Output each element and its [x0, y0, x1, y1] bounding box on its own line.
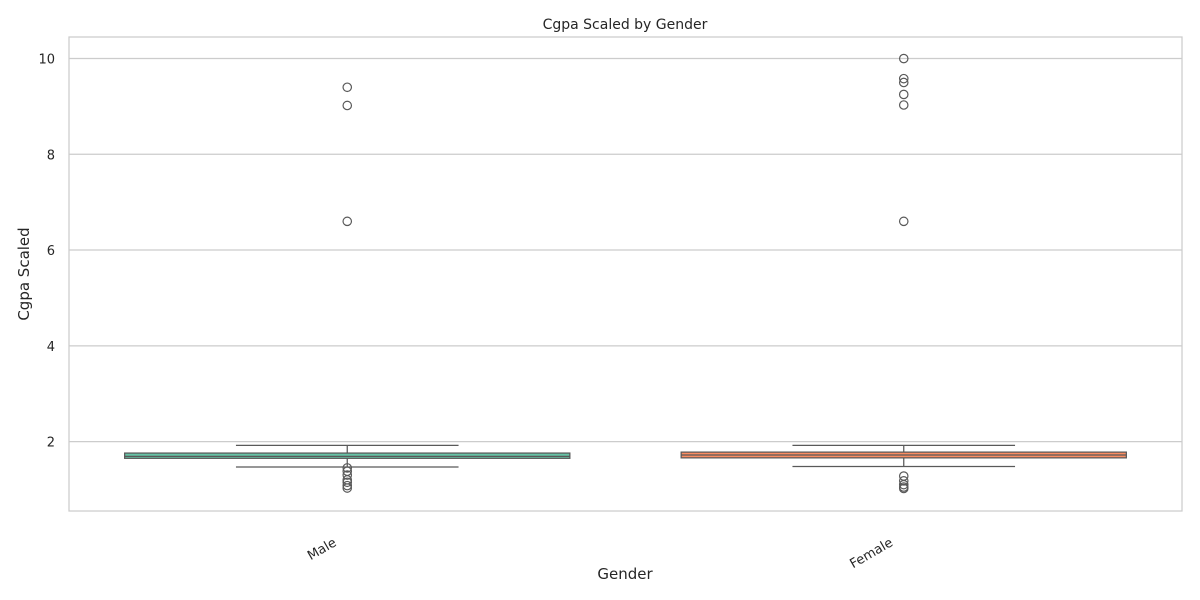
outlier-point: [898, 479, 909, 490]
outlier-point: [342, 216, 353, 227]
outlier-point: [898, 77, 909, 88]
x-axis-label: Gender: [597, 565, 653, 583]
outlier-point: [898, 483, 909, 494]
box-marks: [124, 53, 1127, 494]
outlier-point: [898, 89, 909, 100]
x-tick-label: Female: [848, 535, 896, 571]
outlier-point: [342, 477, 353, 488]
y-tick-label: 10: [38, 53, 55, 68]
outlier-point: [342, 483, 353, 493]
outlier-point: [342, 463, 353, 473]
y-tick-label: 8: [47, 148, 55, 163]
gridlines: [69, 57, 1182, 443]
outlier-point: [898, 476, 909, 486]
outlier-point: [342, 100, 353, 111]
outlier-point: [898, 73, 909, 84]
outlier-point: [342, 82, 353, 93]
y-tick-label: 6: [47, 244, 55, 259]
outlier-point: [898, 53, 909, 64]
box-male: [124, 452, 571, 459]
y-axis-label: Cgpa Scaled: [15, 227, 33, 320]
y-tick-labels: 2 4 6 8 10: [38, 53, 55, 451]
x-tick-label: Male: [305, 535, 339, 563]
chart-title: Cgpa Scaled by Gender: [543, 17, 708, 33]
outlier-point: [342, 470, 353, 480]
outlier-point: [898, 100, 909, 110]
y-tick-label: 2: [47, 436, 55, 451]
plot-frame: [68, 36, 1183, 512]
outlier-point: [342, 480, 353, 491]
y-tick-label: 4: [47, 340, 55, 355]
outlier-point: [898, 216, 909, 227]
